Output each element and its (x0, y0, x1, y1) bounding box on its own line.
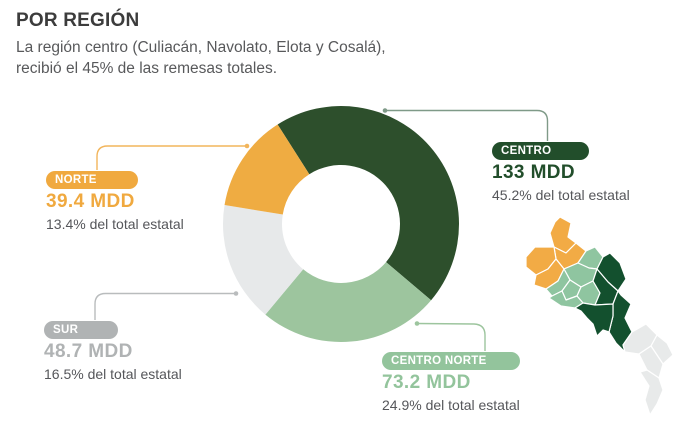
leader-line-sur (94, 291, 239, 320)
leader-line-centro_norte (414, 321, 486, 351)
region-value: 39.4 MDD (46, 191, 135, 212)
sinaloa-region-map (525, 216, 674, 416)
callout-norte: NORTE 39.4 MDD 13.4% del total estatal (46, 171, 184, 232)
callout-centro: CENTRO 133 MDD 45.2% del total estatal (492, 142, 630, 203)
region-value: 48.7 MDD (44, 341, 133, 362)
region-pill-label: CENTRO (501, 145, 552, 157)
donut-segment-centro (277, 105, 460, 301)
chart-subtitle: La región centro (Culiacán, Navolato, El… (16, 39, 386, 77)
region-value: 73.2 MDD (382, 372, 471, 393)
leader-line-centro (382, 108, 549, 141)
region-pct: 13.4% del total estatal (46, 216, 184, 232)
page-title: POR REGIÓN (16, 10, 140, 31)
region-pct: 45.2% del total estatal (492, 187, 630, 203)
region-pill-sur: SUR (44, 321, 118, 339)
region-pill-label: NORTE (55, 174, 97, 186)
donut-segment-sur (222, 205, 304, 315)
callout-sur: SUR 48.7 MDD 16.5% del total estatal (44, 321, 182, 382)
map-municipality-centro (574, 302, 614, 337)
leader-line-norte (96, 143, 250, 170)
map-municipality-sur (639, 369, 664, 416)
region-pill-norte: NORTE (46, 171, 138, 189)
map-municipality-sur (638, 345, 664, 379)
donut-segment-centro_norte (265, 262, 432, 343)
region-pill-label: SUR (53, 324, 79, 336)
region-pill-centro-norte: CENTRO NORTE (382, 352, 520, 370)
region-pill-centro: CENTRO (492, 142, 589, 160)
callout-centro-norte: CENTRO NORTE 73.2 MDD 24.9% del total es… (382, 352, 520, 413)
map-municipality-sur (650, 334, 674, 365)
region-pct: 24.9% del total estatal (382, 397, 520, 413)
donut-segment-norte (224, 124, 310, 215)
region-pct: 16.5% del total estatal (44, 366, 182, 382)
region-value: 133 MDD (492, 162, 576, 183)
region-pill-label: CENTRO NORTE (391, 355, 487, 367)
